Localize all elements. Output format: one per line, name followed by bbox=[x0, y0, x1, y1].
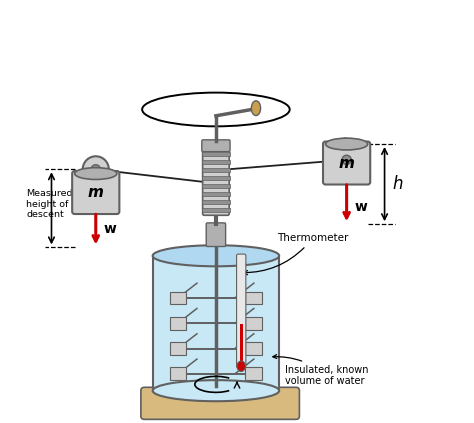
Ellipse shape bbox=[326, 138, 368, 150]
Bar bbox=[202, 200, 229, 204]
Text: w: w bbox=[354, 200, 367, 214]
Bar bbox=[202, 176, 229, 180]
Ellipse shape bbox=[153, 245, 279, 266]
Ellipse shape bbox=[251, 101, 261, 115]
Text: Thermometer: Thermometer bbox=[243, 233, 348, 275]
Bar bbox=[246, 291, 262, 304]
Ellipse shape bbox=[237, 361, 246, 371]
Bar bbox=[202, 208, 229, 212]
Bar bbox=[202, 192, 229, 196]
Ellipse shape bbox=[342, 155, 351, 165]
Bar bbox=[170, 317, 186, 330]
Ellipse shape bbox=[334, 147, 360, 173]
Ellipse shape bbox=[82, 156, 109, 182]
Bar bbox=[170, 368, 186, 380]
FancyBboxPatch shape bbox=[202, 140, 230, 151]
Bar bbox=[246, 368, 262, 380]
Bar bbox=[246, 317, 262, 330]
FancyBboxPatch shape bbox=[141, 387, 300, 419]
Text: m: m bbox=[88, 185, 104, 200]
Bar bbox=[170, 291, 186, 304]
Bar bbox=[153, 256, 279, 391]
Bar bbox=[240, 324, 243, 366]
Ellipse shape bbox=[91, 165, 100, 174]
Bar bbox=[246, 342, 262, 355]
Bar bbox=[202, 152, 229, 157]
Bar bbox=[202, 168, 229, 172]
Text: Measured
height of
descent: Measured height of descent bbox=[26, 189, 73, 219]
FancyBboxPatch shape bbox=[323, 142, 370, 184]
Bar bbox=[170, 342, 186, 355]
FancyBboxPatch shape bbox=[237, 254, 246, 368]
Bar bbox=[202, 160, 229, 164]
FancyBboxPatch shape bbox=[72, 171, 119, 214]
Text: h: h bbox=[392, 175, 402, 193]
Text: m: m bbox=[339, 156, 355, 170]
FancyBboxPatch shape bbox=[206, 223, 226, 247]
FancyBboxPatch shape bbox=[203, 148, 229, 215]
Ellipse shape bbox=[153, 380, 279, 401]
Text: w: w bbox=[103, 222, 116, 236]
Text: Insulated, known
volume of water: Insulated, known volume of water bbox=[273, 354, 369, 386]
Bar bbox=[202, 184, 229, 188]
Ellipse shape bbox=[75, 168, 117, 179]
